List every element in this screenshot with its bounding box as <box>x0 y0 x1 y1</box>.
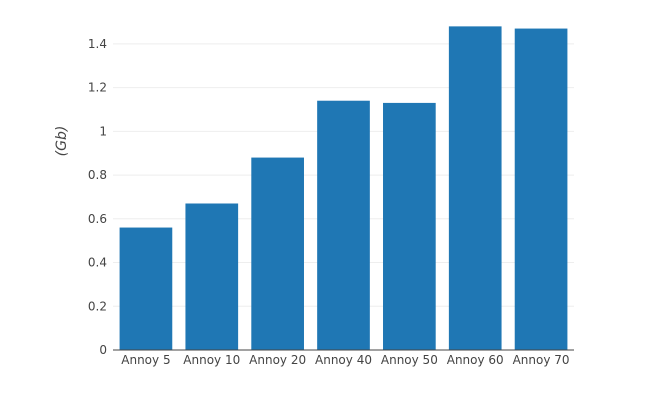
bar-annoy-50[interactable] <box>383 102 436 350</box>
bar-annoy-5[interactable] <box>119 227 173 350</box>
bar-annoy-40[interactable] <box>317 100 370 350</box>
bar-annoy-70[interactable] <box>514 28 568 351</box>
y-tick-label: 1 <box>99 124 107 138</box>
y-tick-label: 1.2 <box>88 81 107 95</box>
x-tick-label: Annoy 60 <box>447 353 504 367</box>
bars <box>119 26 568 351</box>
x-tick-label: Annoy 5 <box>121 353 170 367</box>
x-tick-label: Annoy 70 <box>513 353 570 367</box>
x-tick-label: Annoy 50 <box>381 353 438 367</box>
y-axis-title: (Gb) <box>54 126 70 157</box>
x-tick-labels: Annoy 5 Annoy 10 Annoy 20 Annoy 40 Annoy 50 A… <box>121 353 569 367</box>
x-tick-label: Annoy 10 <box>183 353 240 367</box>
y-tick-label: 0.6 <box>88 212 107 226</box>
y-tick-label: 0 <box>99 343 107 357</box>
y-tick-label: 1.4 <box>88 37 107 51</box>
y-tick-label: 0.4 <box>88 256 107 270</box>
x-tick-label: Annoy 20 <box>249 353 306 367</box>
y-tick-labels: 0 0.2 0.4 0.6 0.8 1 1.2 1.4 <box>88 37 107 357</box>
bar-annoy-20[interactable] <box>251 157 304 350</box>
y-tick-label: 0.8 <box>88 168 107 182</box>
bar-annoy-60[interactable] <box>448 26 502 351</box>
x-tick-label: Annoy 40 <box>315 353 372 367</box>
y-tick-label: 0.2 <box>88 299 107 313</box>
bar-annoy-10[interactable] <box>185 203 239 350</box>
